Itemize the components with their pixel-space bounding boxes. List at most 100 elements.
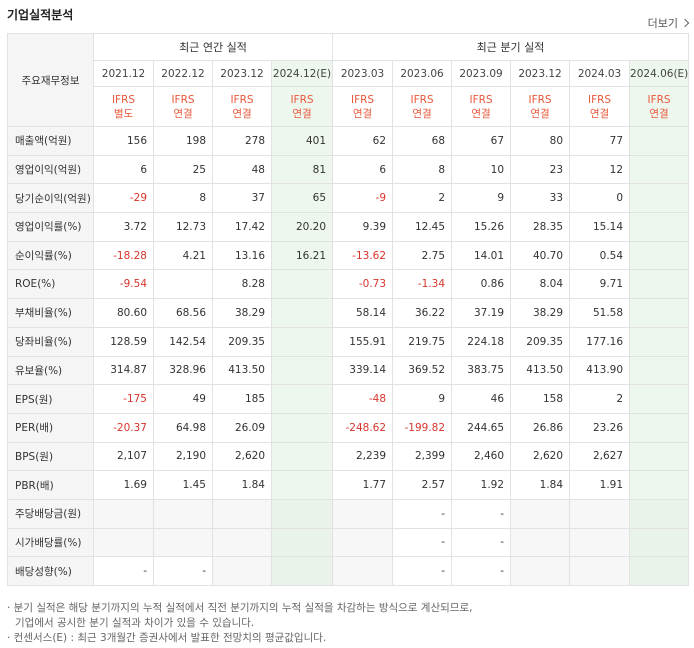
table-cell (629, 154, 690, 185)
table-cell: 68.56 (153, 298, 213, 328)
table-cell: 185 (212, 384, 272, 414)
table-cell (270, 326, 334, 357)
standard-scope: 연결 (589, 107, 610, 120)
row-label: PBR(배) (7, 470, 94, 500)
table-cell (212, 527, 272, 558)
table-cell: 38.29 (510, 298, 571, 328)
table-cell (93, 527, 154, 558)
table-row: ROE(%) -9.54 8.28 -0.73 -1.34 0.86 8.04 9.71 (7, 269, 690, 300)
standard-header: IFRS 연결 (392, 86, 453, 127)
note-consensus: · 컨센서스(E) : 최근 3개월간 증권사에서 발표한 전망치의 평균값입니… (7, 632, 327, 644)
note-quarter: · 분기 실적은 해당 분기까지의 누적 실적에서 직전 분기까지의 누적 실적… (7, 602, 473, 614)
table-cell: 401 (270, 126, 334, 156)
standard-scope: 연결 (292, 107, 312, 120)
table-cell: 1.77 (332, 470, 394, 500)
table-cell: 244.65 (451, 412, 512, 443)
table-cell: 37 (212, 183, 272, 214)
table-cell: 33 (510, 183, 571, 214)
more-link[interactable]: 더보기 (648, 15, 690, 31)
standard-scope: 연결 (649, 107, 669, 120)
row-label: 유보율(%) (7, 355, 94, 386)
row-label: 영업이익률(%) (7, 212, 94, 242)
table-cell: - (451, 498, 512, 529)
standard-type: IFRS (171, 93, 195, 106)
table-cell: 1.84 (510, 470, 571, 500)
table-cell (332, 527, 394, 558)
table-cell (212, 556, 272, 586)
table-cell: 12.45 (392, 212, 453, 242)
table-cell (569, 527, 631, 558)
table-cell: 156 (93, 126, 154, 156)
standard-type: IFRS (410, 93, 434, 106)
standard-type: IFRS (350, 93, 375, 106)
table-cell: 58.14 (332, 298, 394, 328)
table-cell: - (392, 556, 453, 586)
table-cell (153, 527, 213, 558)
standard-scope: 연결 (173, 107, 193, 120)
table-cell: 219.75 (392, 326, 453, 357)
table-cell: -9 (332, 183, 394, 214)
table-cell (332, 498, 394, 529)
standard-scope: 연결 (530, 107, 550, 120)
standard-scope: 연결 (471, 107, 491, 120)
table-cell: 8.28 (212, 269, 272, 300)
period-header: 2024.12(E) (270, 60, 334, 87)
table-cell: 38.29 (212, 298, 272, 328)
table-cell: - (451, 527, 512, 558)
table-row: 매출액(억원) 156 198 278 401 62 68 67 80 77 (7, 126, 690, 156)
row-label: 영업이익(억원) (7, 154, 94, 185)
table-cell: 209.35 (212, 326, 272, 357)
standard-scope: 별도 (113, 107, 134, 120)
table-cell (629, 527, 690, 558)
table-cell (629, 298, 690, 328)
table-row: BPS(원) 2,107 2,190 2,620 2,239 2,399 2,460 2,62… (7, 441, 690, 472)
table-cell: 209.35 (510, 326, 571, 357)
table-cell: 81 (270, 154, 334, 185)
table-cell: 1.84 (212, 470, 272, 500)
row-label: 순이익률(%) (7, 240, 94, 271)
standard-header: IFRS 연결 (629, 86, 690, 127)
table-cell (153, 269, 213, 300)
table-cell: 40.70 (510, 240, 571, 271)
table-cell: 128.59 (93, 326, 154, 357)
table-row: 당기순이익(억원) -29 8 37 65 -9 2 9 33 0 (7, 183, 690, 214)
table-row: 당좌비율(%) 128.59 142.54 209.35 155.91 219.75 224… (7, 326, 690, 357)
row-label: 주당배당금(원) (7, 498, 94, 529)
table-cell: - (451, 556, 512, 586)
standard-header: IFRS 연결 (569, 86, 631, 127)
row-label: 당좌비율(%) (7, 326, 94, 357)
row-label: ROE(%) (7, 269, 94, 300)
period-header: 2024.03 (569, 60, 631, 87)
standard-header: IFRS 연결 (451, 86, 512, 127)
table-cell: 80.60 (93, 298, 154, 328)
table-cell (270, 298, 334, 328)
period-header: 2021.12 (93, 60, 154, 87)
table-cell (629, 412, 690, 443)
table-cell: 177.16 (569, 326, 631, 357)
chevron-right-icon (680, 18, 690, 28)
table-cell: 65 (270, 183, 334, 214)
row-label: 시가배당률(%) (7, 527, 94, 558)
standard-scope: 연결 (232, 107, 252, 120)
table-cell: 6 (93, 154, 154, 185)
table-row: EPS(원) -175 49 185 -48 9 46 158 2 (7, 384, 690, 414)
standard-header: IFRS 연결 (212, 86, 272, 127)
table-cell: 67 (451, 126, 512, 156)
table-cell: 3.72 (93, 212, 154, 242)
table-cell (212, 498, 272, 529)
table-cell: 2.75 (392, 240, 453, 271)
table-cell: -1.34 (392, 269, 453, 300)
table-row: 영업이익률(%) 3.72 12.73 17.42 20.20 9.39 12.45 15.2… (7, 212, 690, 242)
standard-header: IFRS 연결 (153, 86, 213, 127)
table-cell: 9 (392, 384, 453, 414)
table-cell (629, 470, 690, 500)
period-header: 2023.09 (451, 60, 512, 87)
corner-header: 주요재무정보 (7, 33, 94, 127)
standard-header: IFRS 연결 (270, 86, 334, 127)
table-cell: 15.26 (451, 212, 512, 242)
standard-type: IFRS (587, 93, 612, 106)
table-row: 부채비율(%) 80.60 68.56 38.29 58.14 36.22 37.19 38.… (7, 298, 690, 328)
table-cell: -29 (93, 183, 154, 214)
table-cell (153, 498, 213, 529)
table-cell: 13.16 (212, 240, 272, 271)
